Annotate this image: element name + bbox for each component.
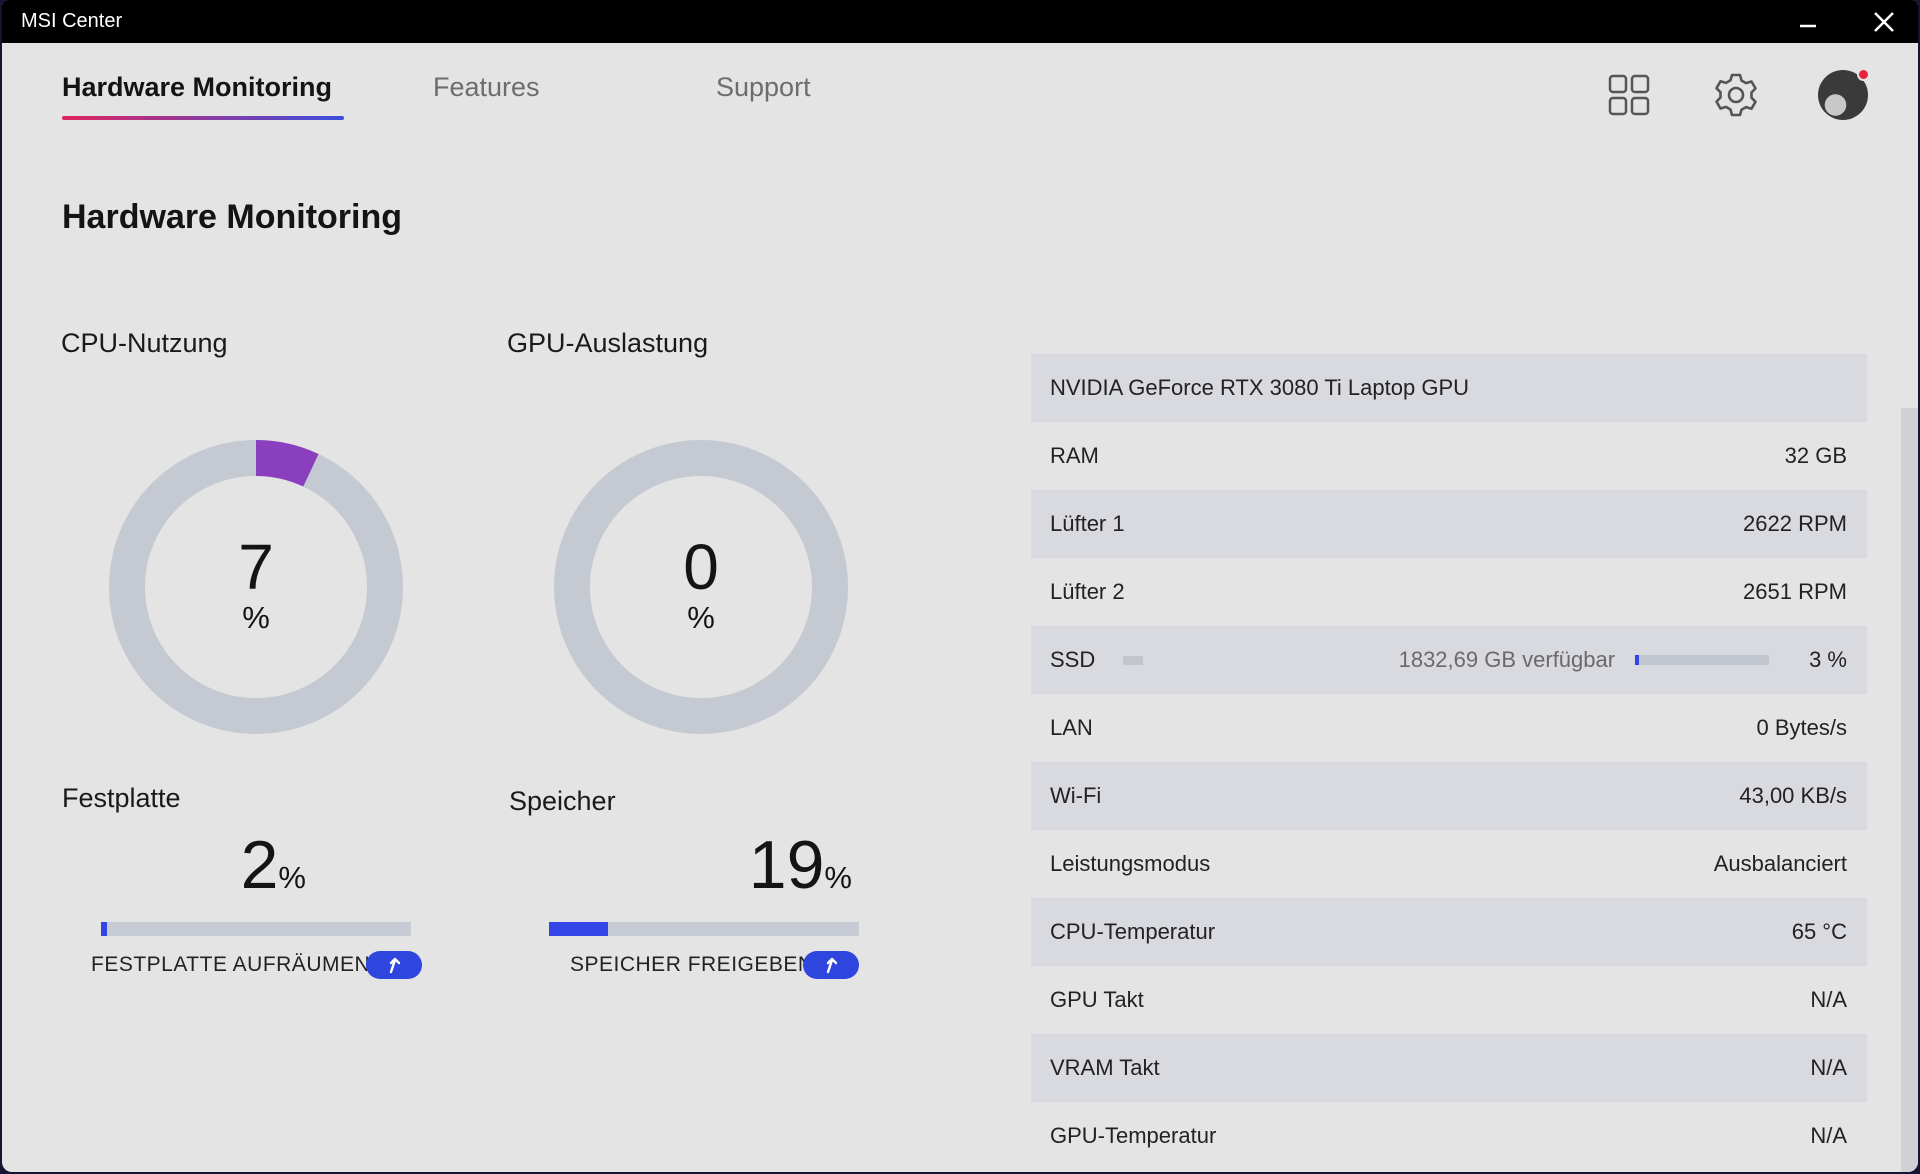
gpu-name: NVIDIA GeForce RTX 3080 Ti Laptop GPU [1050,375,1470,400]
info-value: 43,00 KB/s [1739,783,1847,808]
info-label: Lüfter 1 [1050,511,1125,536]
app-title: MSI Center [21,10,123,32]
info-value: N/A [1810,1055,1847,1080]
disk-title: Festplatte [62,783,181,813]
clean-disk-label[interactable]: FESTPLATTE AUFRÄUMEN [91,953,371,976]
info-row-fan-1: Lüfter 1 2622 RPM [1031,490,1867,558]
disk-unit: % [278,860,306,895]
arrow-up-right-icon [389,957,401,974]
gear-icon[interactable] [1713,72,1759,118]
info-label: GPU-Temperatur [1050,1123,1217,1148]
info-label: RAM [1050,443,1099,468]
ssd-percent: 3 % [1809,647,1847,672]
cpu-usage-value: 7 [238,531,274,603]
ssd-progress-track [1635,655,1770,665]
scrollbar[interactable] [1901,408,1918,1172]
cpu-usage-arc [109,440,403,734]
memory-progress-track [549,922,859,936]
cpu-usage-title: CPU-Nutzung [61,328,228,358]
info-row-fan-2: Lüfter 2 2651 RPM [1031,558,1867,626]
minimize-button[interactable] [1778,0,1838,43]
gpu-load-title: GPU-Auslastung [507,328,709,358]
avatar[interactable] [1818,68,1870,120]
cpu-usage-unit: % [242,600,270,635]
page-title: Hardware Monitoring [62,198,403,236]
memory-unit: % [824,860,852,895]
info-row-vram-clock: VRAM Takt N/A [1031,1034,1867,1102]
minimize-icon [1800,24,1816,27]
ssd-progress-fill [1635,655,1640,665]
info-label: LAN [1050,715,1093,740]
info-row-ssd: SSD 1832,69 GB verfügbar 3 % [1031,626,1867,694]
info-row-gpu-clock: GPU Takt N/A [1031,966,1867,1034]
info-label: Wi-Fi [1050,783,1102,808]
info-label: GPU Takt [1050,987,1144,1012]
ssd-free-space: 1832,69 GB verfügbar [1398,647,1616,672]
notification-dot [1857,68,1870,81]
info-row-lan: LAN 0 Bytes/s [1031,694,1867,762]
info-value: Ausbalanciert [1713,851,1847,876]
info-row-power-mode: Leistungsmodus Ausbalanciert [1031,830,1867,898]
ssd-label-group: SSD [1050,647,1144,673]
cpu-usage-gauge [109,440,403,734]
info-row-ram: RAM 32 GB [1031,422,1867,490]
free-memory-button[interactable] [803,951,859,979]
info-row-cpu-temp: CPU-Temperatur 65 °C [1031,898,1867,966]
disk-progress-fill [101,922,108,936]
disk-value: 2 [240,827,279,903]
ssd-indicator [1123,655,1144,665]
active-tab-indicator [62,116,344,120]
close-icon [1874,11,1894,32]
tab-support[interactable]: Support [716,72,811,102]
info-value: 2622 RPM [1743,511,1847,536]
close-button[interactable] [1854,0,1914,43]
disk-progress-track [101,922,411,936]
gpu-load-value: 0 [683,531,719,603]
info-value: 2651 RPM [1743,579,1847,604]
tab-hardware-monitoring[interactable]: Hardware Monitoring [62,72,333,102]
info-label: CPU-Temperatur [1050,919,1216,944]
grid-icon[interactable] [1608,74,1650,116]
arrow-up-right-icon [826,957,838,974]
free-memory-label[interactable]: SPEICHER FREIGEBEN [570,953,814,976]
memory-value-wrap: 19% [702,826,852,904]
tab-features[interactable]: Features [433,72,540,102]
info-value: 65 °C [1791,919,1847,944]
gpu-load-gauge [554,440,848,734]
ssd-detail-group: 1832,69 GB verfügbar 3 % [1399,647,1847,673]
info-label: VRAM Takt [1050,1055,1160,1080]
info-row-gpu-temp: GPU-Temperatur N/A [1031,1102,1867,1170]
memory-progress-fill [549,922,608,936]
disk-value-wrap: 2% [182,826,306,904]
gpu-name-row: NVIDIA GeForce RTX 3080 Ti Laptop GPU [1031,354,1867,422]
system-info-panel: NVIDIA GeForce RTX 3080 Ti Laptop GPU RA… [1031,354,1867,1170]
info-label: Leistungsmodus [1050,851,1211,876]
title-bar: MSI Center [2,0,1918,43]
info-value: 0 Bytes/s [1756,715,1847,740]
info-label: Lüfter 2 [1050,579,1125,604]
info-label: SSD [1050,647,1096,672]
info-value: N/A [1810,1123,1847,1148]
info-value: N/A [1810,987,1847,1012]
info-value: 32 GB [1784,443,1847,468]
memory-value: 19 [748,827,825,903]
clean-disk-button[interactable] [366,951,422,979]
gpu-load-unit: % [687,600,715,635]
memory-title: Speicher [509,786,616,816]
info-row-wifi: Wi-Fi 43,00 KB/s [1031,762,1867,830]
